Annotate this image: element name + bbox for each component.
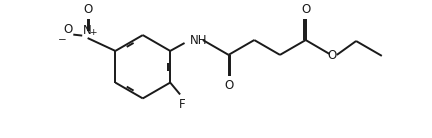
Text: N: N [83,24,92,37]
Text: O: O [63,23,73,36]
Text: −: − [58,34,67,45]
Text: F: F [179,98,185,111]
Text: +: + [89,28,97,37]
Text: O: O [83,3,92,16]
Text: NH: NH [190,34,207,47]
Text: O: O [328,49,337,62]
Text: O: O [224,79,233,92]
Text: O: O [301,3,310,16]
